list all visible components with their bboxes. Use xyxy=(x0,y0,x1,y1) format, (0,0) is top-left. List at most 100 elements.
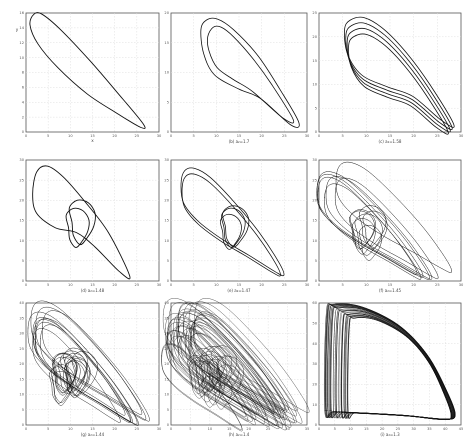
y-tick-label: 0 xyxy=(315,279,318,283)
plot-frame xyxy=(170,12,308,133)
trajectory-loop xyxy=(349,209,376,249)
x-tick-label: 20 xyxy=(259,283,264,287)
x-tick-label: 20 xyxy=(411,134,416,138)
y-tick-label: 10 xyxy=(312,403,317,407)
y-tick-label: 15 xyxy=(19,377,24,381)
y-tick-label: 14 xyxy=(19,26,24,30)
y-axis-label: y xyxy=(16,27,19,32)
y-tick-label: 6 xyxy=(22,86,25,90)
panel-caption: (c) a₂=1.58 xyxy=(379,139,402,144)
x-tick-label: 0 xyxy=(318,134,321,138)
trajectory-loop xyxy=(347,317,452,420)
trajectory-loop xyxy=(344,16,455,128)
trajectory-loop xyxy=(65,207,90,248)
gridlines xyxy=(171,160,307,281)
y-tick-label: 2 xyxy=(22,115,24,119)
panel-c: 0 5 10 15 20 25 30 0 5 10 15 20 25 (c) a₂=1.58 xyxy=(312,11,464,144)
y-tick-label: 25 xyxy=(312,11,317,15)
y-tick-label: 5 xyxy=(167,259,169,263)
panel-d: 0 5 10 15 20 25 30 0 5 10 15 20 25 30 (d) a₂=1.48 xyxy=(19,158,162,293)
trajectory-loop xyxy=(173,325,258,415)
trajectory-loop xyxy=(35,306,147,421)
x-tick-label: 30 xyxy=(285,427,290,431)
y-tick-label: 20 xyxy=(19,199,24,203)
y-tick-label: 50 xyxy=(312,322,317,326)
x-tick-label: 10 xyxy=(348,427,353,431)
trajectory-loop xyxy=(53,352,78,392)
trajectory-loop xyxy=(33,319,132,422)
x-tick-label: 5 xyxy=(342,283,344,287)
x-tick-label: 30 xyxy=(411,427,416,431)
y-tick-label: 15 xyxy=(164,219,169,223)
panel-caption: (g) a₂=1.44 xyxy=(81,432,105,437)
trajectory-loop xyxy=(27,311,138,425)
trajectory-loop xyxy=(346,27,451,133)
x-tick-label: 20 xyxy=(112,283,117,287)
x-tick-label: 5 xyxy=(334,427,336,431)
trajectory-loop xyxy=(191,317,295,424)
trajectory-loop xyxy=(32,317,126,416)
y-tick-label: 8 xyxy=(22,71,25,75)
trajectory-loop xyxy=(194,298,310,413)
x-tick-label: 15 xyxy=(237,134,242,138)
x-tick-label: 5 xyxy=(342,134,344,138)
y-tick-label: 0 xyxy=(22,279,25,283)
trajectory-loop xyxy=(183,309,297,424)
x-tick-label: 5 xyxy=(47,427,49,431)
plot-frame xyxy=(318,12,462,133)
trajectory-loop xyxy=(199,354,223,392)
y-tick-label: 10 xyxy=(164,393,169,397)
trajectory-loop xyxy=(64,361,85,397)
y-tick-label: 10 xyxy=(19,56,24,60)
y-tick-label: 20 xyxy=(312,35,317,39)
trajectory-loop xyxy=(177,320,283,429)
trajectory-loop xyxy=(188,333,277,426)
x-tick-label: 10 xyxy=(208,427,213,431)
y-tick-label: 10 xyxy=(19,239,24,243)
x-tick-label: 25 xyxy=(435,134,440,138)
x-tick-label: 25 xyxy=(282,283,287,287)
x-tick-label: 25 xyxy=(135,427,140,431)
trajectory-loop xyxy=(162,298,278,413)
x-tick-label: 10 xyxy=(68,427,73,431)
gridlines xyxy=(26,160,159,281)
trajectory-loop xyxy=(177,302,287,413)
x-tick-label: 10 xyxy=(364,134,369,138)
panel-i: 0 5 10 15 20 25 30 35 40 45 0 10 20 30 40 50 60 (i) a₂=1.… xyxy=(312,301,463,437)
trajectory-loop xyxy=(324,183,422,280)
y-tick-label: 25 xyxy=(19,347,24,351)
y-tick-label: 4 xyxy=(22,100,25,104)
trajectory-loop xyxy=(200,17,300,128)
x-tick-label: 20 xyxy=(380,427,385,431)
trajectory-loop xyxy=(212,376,233,410)
y-tick-label: 20 xyxy=(312,199,317,203)
panel-g: 0 5 10 15 20 25 30 0 5 10 15 20 25 30 35 40 (g) a₂=1.44 xyxy=(19,300,162,437)
y-tick-label: 15 xyxy=(164,41,169,45)
x-tick-label: 15 xyxy=(388,134,393,138)
trajectory-loop xyxy=(178,335,257,420)
y-tick-label: 30 xyxy=(19,158,24,162)
trajectory-loop xyxy=(167,318,260,416)
y-tick-label: 5 xyxy=(167,100,169,104)
x-tick-label: 15 xyxy=(364,427,369,431)
trajectory-loop xyxy=(178,310,287,421)
trajectory-loop xyxy=(172,336,256,426)
x-tick-label: 30 xyxy=(157,134,162,138)
y-tick-label: 40 xyxy=(312,342,317,346)
trajectory-loop xyxy=(185,320,275,414)
trajectory-loop xyxy=(207,25,295,124)
x-tick-label: 15 xyxy=(227,427,232,431)
y-tick-label: 35 xyxy=(19,316,24,320)
x-tick-label: 30 xyxy=(305,134,310,138)
x-tick-label: 30 xyxy=(305,283,310,287)
x-tick-label: 0 xyxy=(170,134,173,138)
x-tick-label: 20 xyxy=(112,134,117,138)
y-tick-label: 25 xyxy=(164,178,169,182)
x-tick-label: 20 xyxy=(112,427,117,431)
trajectory-loop xyxy=(35,321,131,423)
y-tick-label: 0 xyxy=(22,423,25,427)
y-tick-label: 35 xyxy=(164,316,169,320)
x-tick-label: 5 xyxy=(189,427,191,431)
x-tick-label: 20 xyxy=(411,283,416,287)
x-tick-label: 10 xyxy=(68,134,73,138)
